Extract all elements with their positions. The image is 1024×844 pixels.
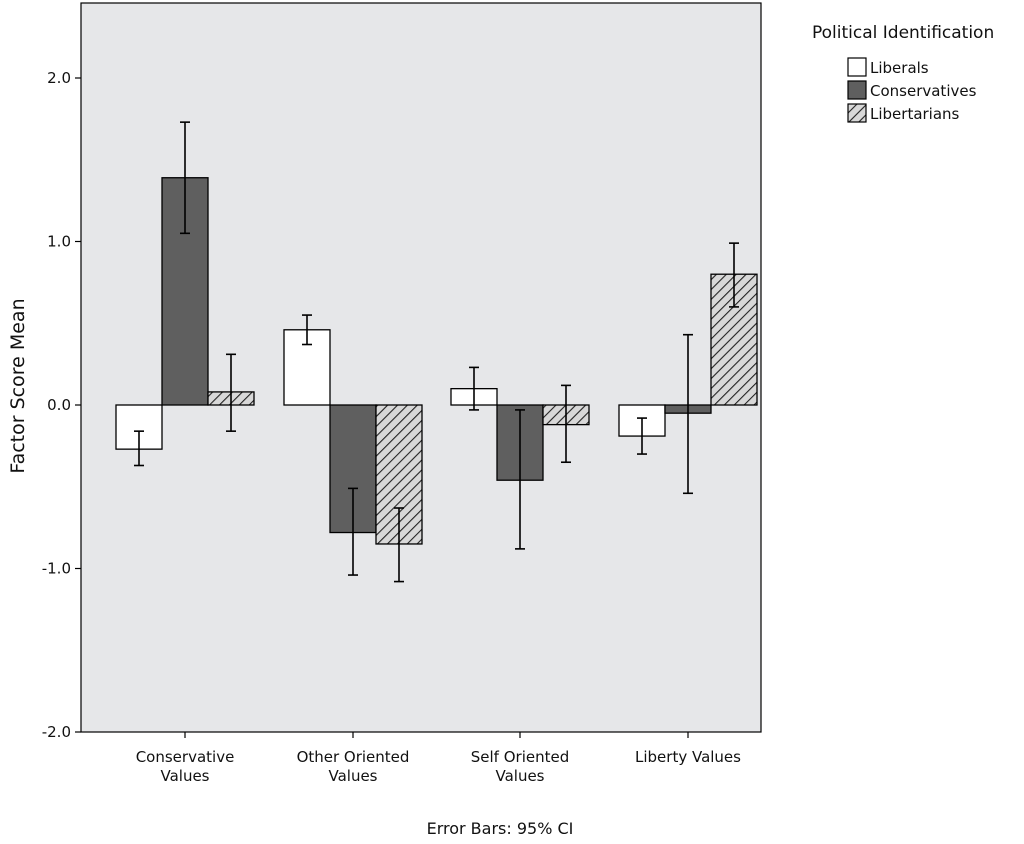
y-tick-label: 0.0 bbox=[47, 396, 71, 414]
legend: Political Identification Liberals Conserv… bbox=[812, 23, 994, 123]
footnote: Error Bars: 95% CI bbox=[427, 819, 574, 838]
legend-label-libertarians: Libertarians bbox=[870, 105, 960, 123]
legend-title: Political Identification bbox=[812, 23, 994, 43]
legend-swatch-libertarians bbox=[847, 103, 867, 123]
legend-swatch-conservatives bbox=[847, 80, 867, 100]
y-tick-label: 2.0 bbox=[47, 69, 71, 87]
y-axis-label: Factor Score Mean bbox=[7, 298, 29, 473]
x-category-label: Other Oriented Values bbox=[297, 748, 410, 785]
y-tick-label: 1.0 bbox=[47, 233, 71, 251]
error-bars bbox=[134, 121, 739, 583]
y-tick-label: -2.0 bbox=[42, 723, 71, 741]
x-category-label: Liberty Values bbox=[635, 748, 741, 766]
x-axis: Conservative Values Other Oriented Values Se… bbox=[136, 732, 741, 785]
y-axis: -2.0 -1.0 0.0 1.0 2.0 bbox=[42, 69, 81, 741]
x-category-label: Self Oriented Values bbox=[471, 748, 569, 785]
x-category-label: Conservative Values bbox=[136, 748, 235, 785]
legend-label-conservatives: Conservatives bbox=[870, 82, 977, 100]
legend-label-liberals: Liberals bbox=[870, 59, 929, 77]
legend-swatch-liberals bbox=[847, 57, 867, 77]
y-tick-label: -1.0 bbox=[42, 560, 71, 578]
